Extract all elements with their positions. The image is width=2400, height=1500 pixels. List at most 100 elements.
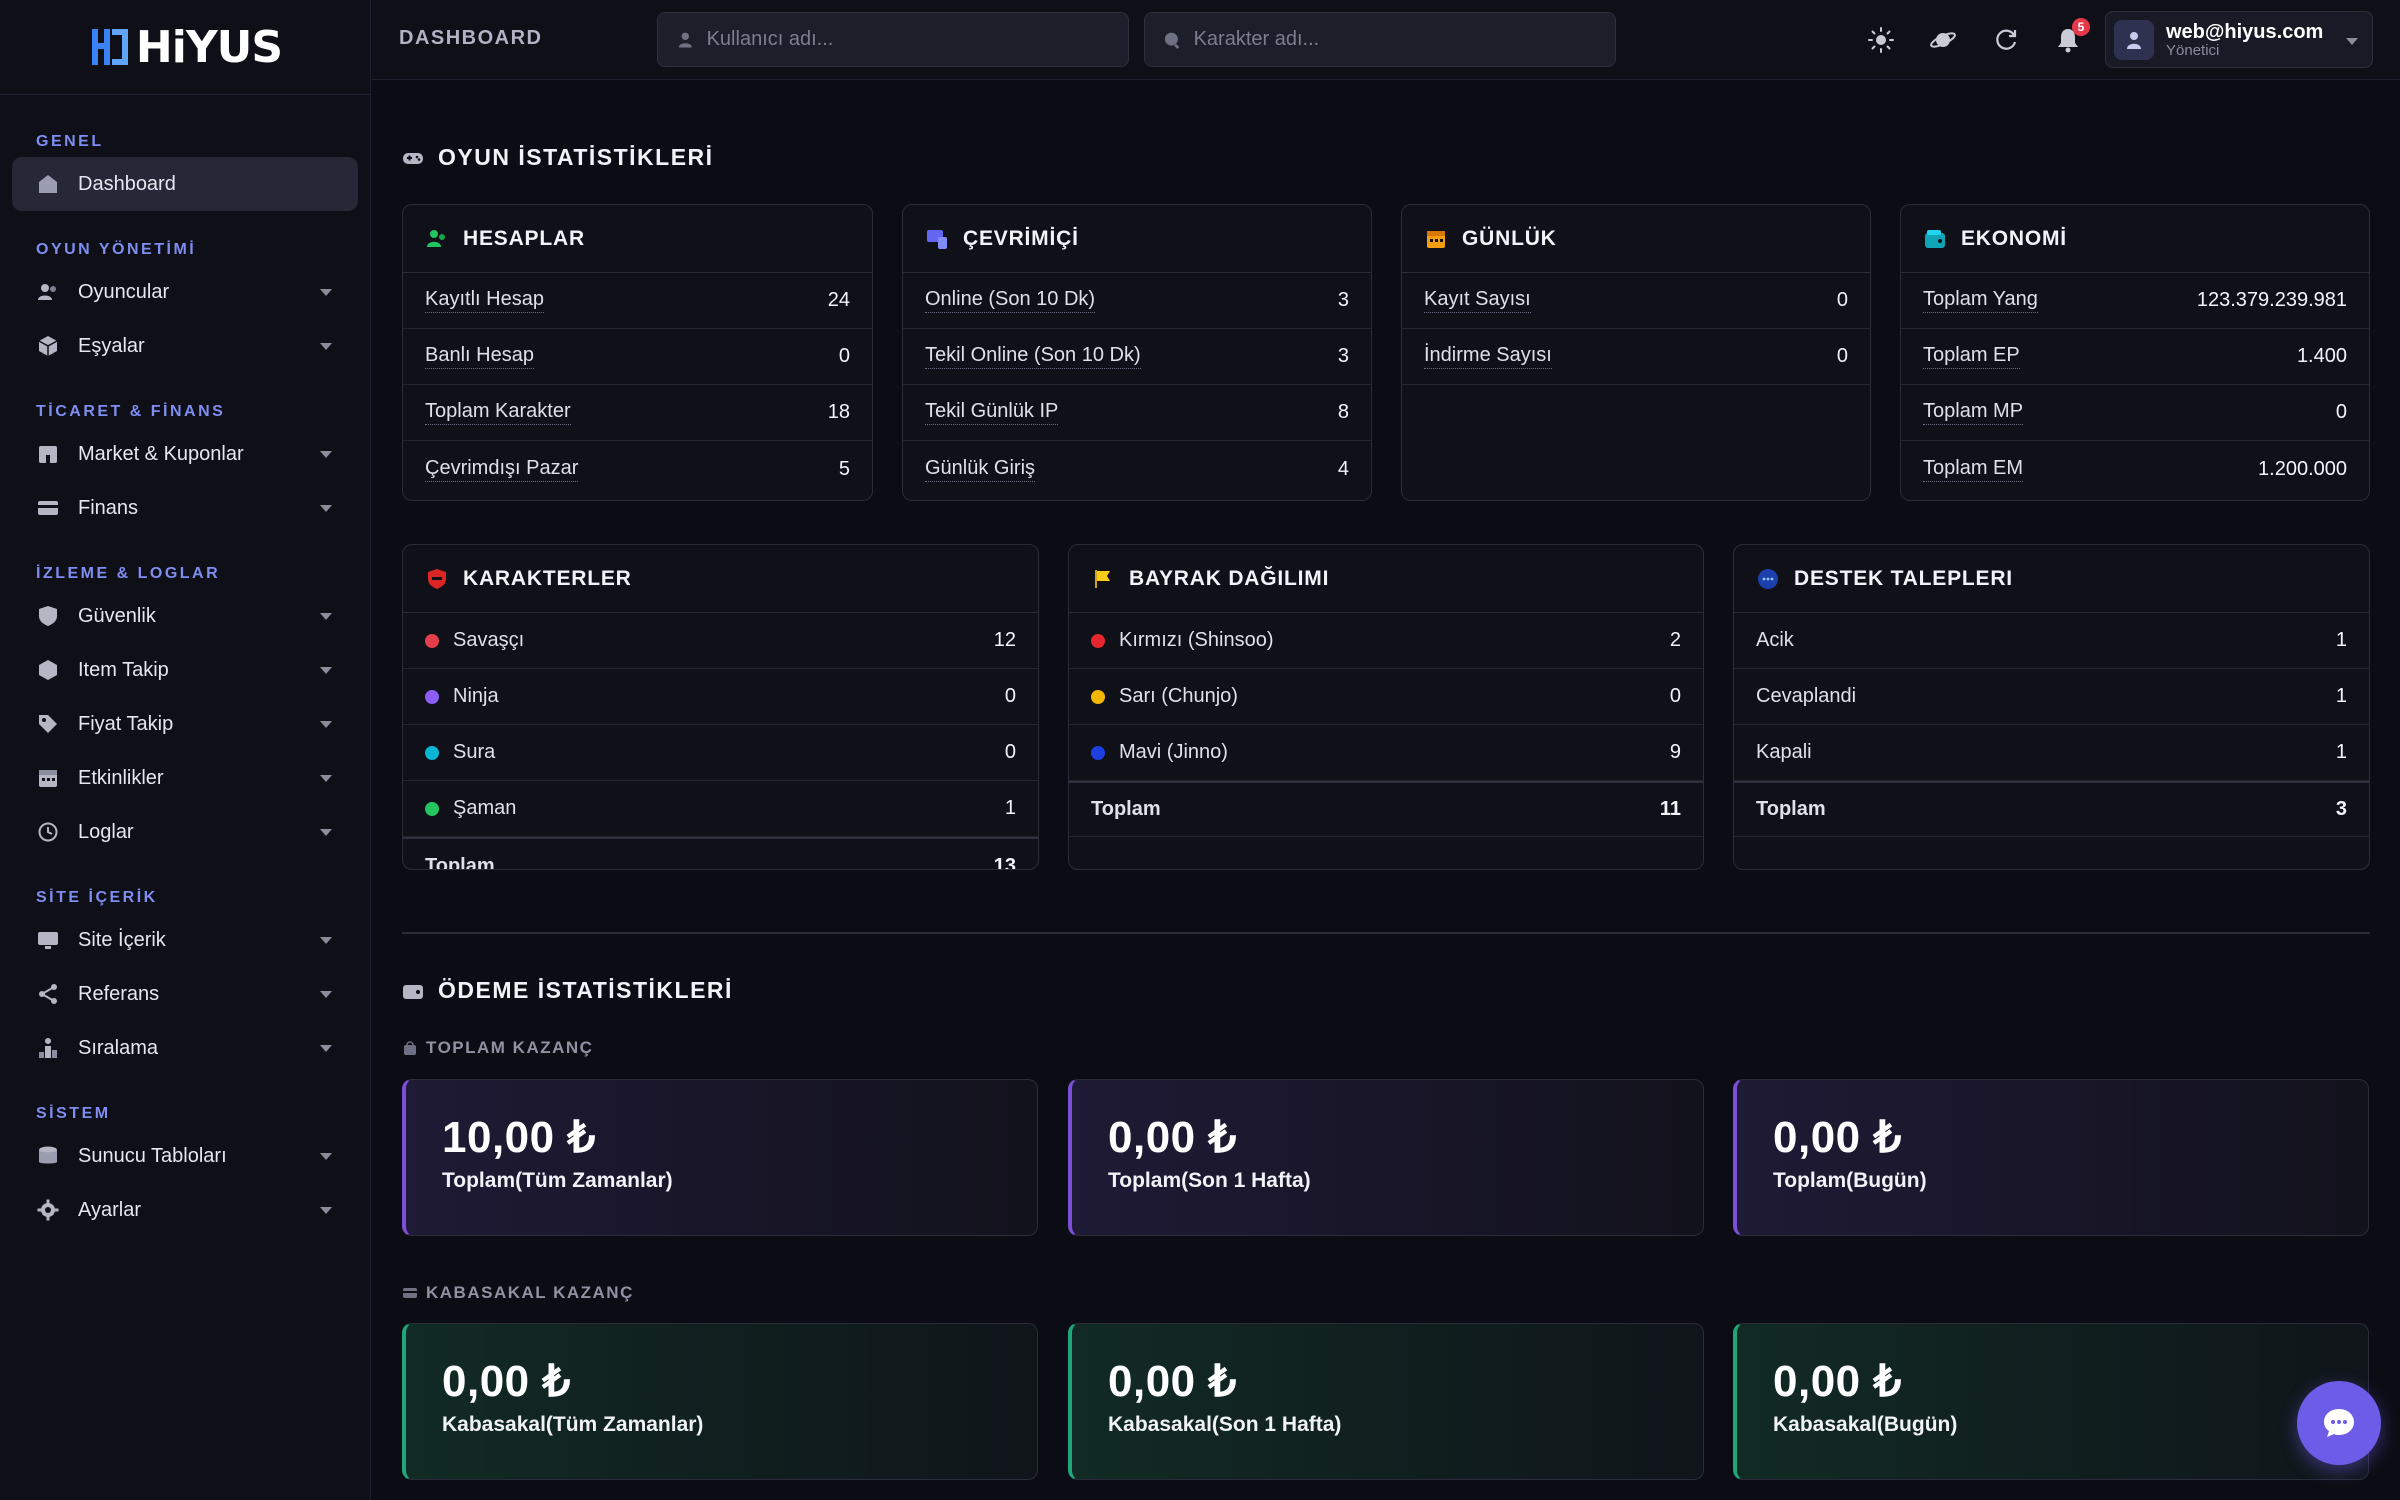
sidebar-item-sunucu-tablolari[interactable]: Sunucu Tabloları bbox=[12, 1129, 358, 1183]
payment-stats-title-text: ÖDEME İSTATİSTİKLERİ bbox=[438, 977, 733, 1003]
refresh-button[interactable] bbox=[1990, 24, 2022, 56]
logo[interactable]: HiYUS bbox=[0, 0, 370, 95]
character-search[interactable] bbox=[1144, 12, 1616, 67]
card-destek: DESTEK TALEPLERI Acik 1 Cevaplandi 1 Kapal… bbox=[1733, 544, 2370, 870]
sidebar-item-market[interactable]: Market & Kuponlar bbox=[12, 427, 358, 481]
stat-label: Acik bbox=[1756, 629, 1794, 651]
stat-value: 1 bbox=[1004, 797, 1016, 819]
sidebar-item-label: Loglar bbox=[78, 820, 134, 843]
sidebar-item-esyalar[interactable]: Eşyalar bbox=[12, 319, 358, 373]
nav-section-title: TİCARET & FİNANS bbox=[36, 403, 226, 420]
section-divider bbox=[402, 932, 2370, 934]
card-gunluk: GÜNLÜK Kayıt Sayısı 0 İndirme Sayısı 0 bbox=[1401, 204, 1871, 501]
earnings-label: Toplam(Son 1 Hafta) bbox=[1108, 1169, 1311, 1192]
stat-label: Toplam MP bbox=[1923, 400, 2024, 425]
user-search-input[interactable] bbox=[706, 28, 1110, 51]
database-icon bbox=[36, 1144, 60, 1168]
sidebar-item-etkinlikler[interactable]: Etkinlikler bbox=[12, 751, 358, 805]
chevron-down-icon bbox=[320, 829, 332, 836]
sidebar-item-item-takip[interactable]: Item Takip bbox=[12, 643, 358, 697]
chat-icon bbox=[2324, 1409, 2354, 1437]
chevron-down-icon bbox=[320, 343, 332, 350]
wallet-icon bbox=[403, 984, 423, 999]
tag-icon bbox=[36, 712, 60, 736]
notifications-button[interactable]: 5 bbox=[2052, 18, 2090, 56]
total-value: 11 bbox=[1659, 798, 1681, 820]
class-dot bbox=[425, 689, 439, 704]
stat-label: Toplam EM bbox=[1923, 457, 2024, 482]
stat-label: Online (Son 10 Dk) bbox=[925, 288, 1096, 313]
sidebar-item-label: Fiyat Takip bbox=[78, 712, 174, 735]
logo-text: HiYUS bbox=[135, 21, 283, 73]
user-search[interactable] bbox=[657, 12, 1129, 67]
theme-toggle-button[interactable] bbox=[1865, 24, 1897, 56]
sidebar-item-oyuncular[interactable]: Oyuncular bbox=[12, 265, 358, 319]
sidebar-item-dashboard[interactable]: Dashboard bbox=[12, 157, 358, 211]
stat-row: Sarı (Chunjo) 0 bbox=[1069, 669, 1703, 725]
sidebar-item-label: Güvenlik bbox=[78, 604, 156, 627]
kabasakal-kazanc-title: KABASAKAL KAZANÇ bbox=[402, 1283, 634, 1303]
search-icon bbox=[1164, 32, 1180, 49]
card-header: EKONOMİ bbox=[1901, 205, 2369, 273]
stat-row: Kayıt Sayısı 0 bbox=[1402, 273, 1870, 329]
stat-row: Banlı Hesap 0 bbox=[403, 329, 872, 385]
sidebar-item-label: Market & Kuponlar bbox=[78, 442, 244, 465]
stat-label: Kayıt Sayısı bbox=[1424, 288, 1531, 313]
game-stats-title: OYUN İSTATİSTİKLERİ bbox=[402, 144, 714, 171]
sidebar-item-guvenlik[interactable]: Güvenlik bbox=[12, 589, 358, 643]
card-bayrak: BAYRAK DAĞILIMI Kırmızı (Shinsoo) 2 Sarı … bbox=[1068, 544, 1704, 870]
stat-label: Günlük Giriş bbox=[925, 457, 1036, 482]
stat-value: 8 bbox=[1337, 401, 1349, 423]
cube-icon bbox=[36, 334, 60, 358]
card-hesaplar: HESAPLAR Kayıtlı Hesap 24 Banlı Hesap 0 To… bbox=[402, 204, 873, 501]
chat-fab-button[interactable] bbox=[2297, 1381, 2381, 1465]
stat-value: 0 bbox=[1004, 741, 1016, 763]
sidebar: HiYUS GENEL Dashboard OYUN YÖNETİMİ Oyun… bbox=[0, 0, 371, 1500]
stat-value: 18 bbox=[827, 401, 850, 423]
stat-label: Ninja bbox=[453, 685, 499, 707]
card-title: EKONOMİ bbox=[1961, 226, 2067, 250]
stat-value: 123.379.239.981 bbox=[2196, 289, 2347, 311]
sidebar-item-site-icerik[interactable]: Site İçerik bbox=[12, 913, 358, 967]
sidebar-item-label: Sıralama bbox=[78, 1036, 159, 1059]
sidebar-item-loglar[interactable]: Loglar bbox=[12, 805, 358, 859]
sidebar-item-label: Ayarlar bbox=[78, 1198, 141, 1221]
chevron-down-icon bbox=[320, 1207, 332, 1214]
stat-value: 2 bbox=[1669, 629, 1681, 651]
total-label: Toplam bbox=[1091, 798, 1161, 820]
planet-button[interactable] bbox=[1927, 24, 1959, 56]
user-menu[interactable]: web@hiyus.com Yönetici bbox=[2105, 11, 2373, 68]
chevron-down-icon bbox=[320, 775, 332, 782]
stat-value: 1.200.000 bbox=[2258, 457, 2347, 480]
stat-value: 0 bbox=[1836, 345, 1848, 367]
stat-label: Mavi (Jinno) bbox=[1119, 741, 1228, 763]
card-header: DESTEK TALEPLERI bbox=[1734, 545, 2369, 613]
logo-mark-icon bbox=[91, 29, 128, 65]
stat-row: Acik 1 bbox=[1734, 613, 2369, 669]
earnings-amount: 0,00 ₺ bbox=[1108, 1113, 1237, 1162]
sidebar-item-referans[interactable]: Referans bbox=[12, 967, 358, 1021]
stat-label: Tekil Günlük IP bbox=[925, 400, 1059, 425]
flag-icon bbox=[1091, 567, 1115, 591]
nav-section-title: GENEL bbox=[36, 133, 104, 150]
character-search-input[interactable] bbox=[1193, 28, 1597, 51]
stat-value: 5 bbox=[838, 457, 850, 480]
stat-value: 0 bbox=[1836, 289, 1848, 311]
earnings-card: 0,00 ₺ Kabasakal(Tüm Zamanlar) bbox=[402, 1323, 1038, 1480]
sidebar-item-fiyat-takip[interactable]: Fiyat Takip bbox=[12, 697, 358, 751]
stat-row: Mavi (Jinno) 9 bbox=[1069, 725, 1703, 781]
total-value: 13 bbox=[993, 854, 1016, 870]
sidebar-item-label: Sunucu Tabloları bbox=[78, 1144, 227, 1167]
stat-value: 1 bbox=[2335, 629, 2347, 651]
stat-row: Günlük Giriş 4 bbox=[903, 441, 1371, 497]
stat-value: 0 bbox=[838, 345, 850, 367]
nav-section-title: SİTE İÇERİK bbox=[36, 889, 158, 906]
share-icon bbox=[36, 982, 60, 1006]
earnings-amount: 0,00 ₺ bbox=[1773, 1357, 1902, 1406]
gamepad-icon bbox=[403, 152, 423, 164]
sidebar-item-siralama[interactable]: Sıralama bbox=[12, 1021, 358, 1075]
users-icon bbox=[425, 227, 449, 251]
sidebar-item-finans[interactable]: Finans bbox=[12, 481, 358, 535]
sidebar-item-ayarlar[interactable]: Ayarlar bbox=[12, 1183, 358, 1237]
stat-value: 4 bbox=[1337, 457, 1349, 480]
